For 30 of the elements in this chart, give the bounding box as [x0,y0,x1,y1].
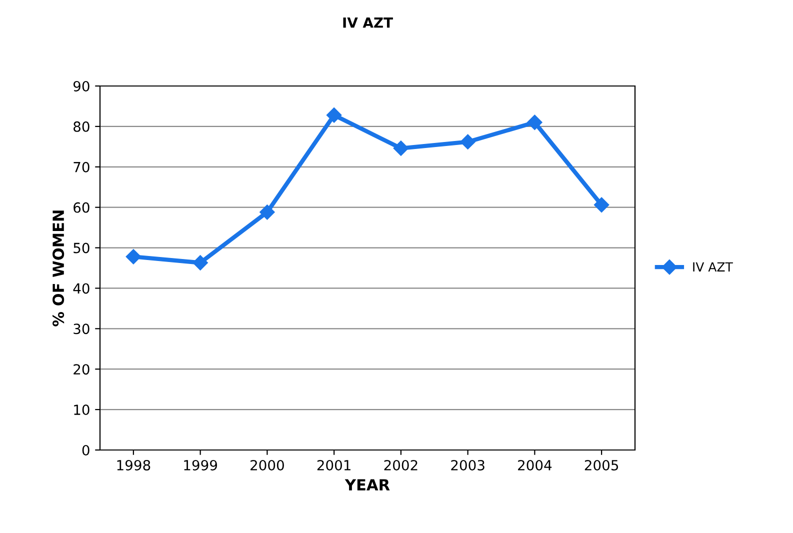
point [460,134,476,150]
x-tick-label: 1998 [117,460,150,470]
x-tick-label: 2003 [451,460,484,470]
point [192,255,208,270]
y-tick-label: 40 [73,283,90,294]
point [260,204,275,220]
y-tick-label: 10 [74,404,90,416]
y-axis-title: % OF WOMEN [52,210,64,326]
x-tick-label: 1999 [184,460,218,470]
y-tick-label: 20 [74,364,90,375]
legend-label: IV AZT [693,262,733,272]
y-tick-label: 80 [74,121,90,132]
y-tick-label: 90 [73,80,90,92]
x-tick-label: 2000 [250,460,284,470]
x-tick-label: 2005 [584,460,618,470]
x-axis-title: YEAR [344,479,390,490]
y-tick-label: 30 [74,324,90,334]
point [594,197,610,212]
x-tick-label: 2002 [384,460,418,470]
x-tick-label: 2004 [518,460,552,470]
point [126,249,142,264]
y-tick-label: 70 [74,162,90,172]
x-tick-label: 2001 [317,460,350,470]
y-tick-label: 60 [74,202,90,213]
y-tick-label: 0 [82,444,90,456]
point [326,108,342,123]
point [393,140,409,156]
point [527,114,542,130]
chart-title: IV AZT [343,18,393,28]
y-tick-label: 50 [74,242,90,254]
